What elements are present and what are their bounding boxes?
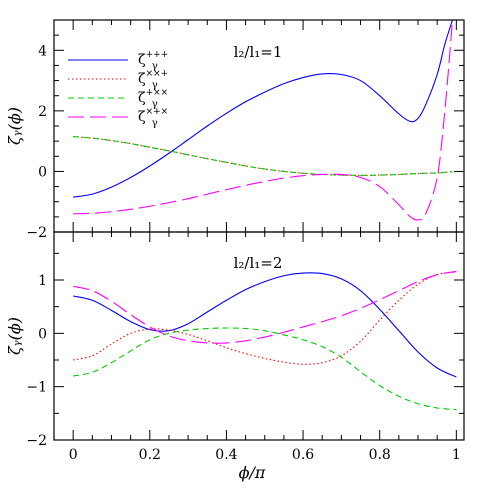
legend-label-2: ζ××+ γ (138, 69, 168, 91)
bottom-series-line-4 (73, 270, 457, 344)
bottom-ytick-label: 1 (38, 273, 47, 289)
legend-label-4: ζ×+× γ (138, 107, 168, 129)
top-ytick-label: 0 (38, 164, 47, 180)
bottom-ytick-label: 0 (38, 326, 47, 342)
top-series-line-2 (73, 136, 453, 176)
bottom-y-axis-label: ζᵧ(ϕ) (5, 317, 24, 355)
top-series-line-3 (73, 136, 453, 176)
xtick-label: 0 (69, 447, 78, 463)
xtick-label: 0.2 (139, 447, 161, 463)
bottom-ytick-label: −1 (26, 380, 47, 396)
top-ytick-label: 2 (38, 104, 47, 120)
bottom-plot-frame (53, 231, 465, 441)
top-series-line-1 (73, 20, 454, 198)
bottom-panel-annotation: l₂/l₁=2 (234, 254, 283, 272)
top-series-line-4 (73, 20, 454, 221)
top-ytick-label: 4 (38, 43, 47, 59)
bottom-series-line-3 (73, 327, 457, 411)
x-axis-label: ϕ/π (239, 463, 266, 482)
bottom-panel: −2 −1 0 1 0 0.2 0.4 0.6 0.8 1 ζᵧ(ϕ) l₂/l₁=2 (5, 231, 465, 463)
legend-label-1: ζ+++ γ (138, 50, 168, 72)
top-y-axis-label: ζᵧ(ϕ) (5, 107, 24, 145)
legend: ζ+++ γζ××+ γζ+×× γζ×+× γ (68, 50, 168, 129)
xtick-label: 1 (452, 447, 461, 463)
top-ytick-label: −2 (26, 225, 47, 241)
legend-label-3: ζ+×× γ (138, 88, 168, 110)
xtick-label: 0.8 (369, 447, 391, 463)
xtick-label: 0.6 (292, 447, 314, 463)
bottom-ytick-label: −2 (26, 433, 47, 449)
top-panel-annotation: l₂/l₁=1 (234, 43, 283, 61)
xtick-label: 0.4 (215, 447, 237, 463)
bottom-series-line-1 (73, 272, 457, 378)
top-panel: −2 0 2 4 ζᵧ(ϕ) l₂/l₁=1 (5, 19, 465, 241)
